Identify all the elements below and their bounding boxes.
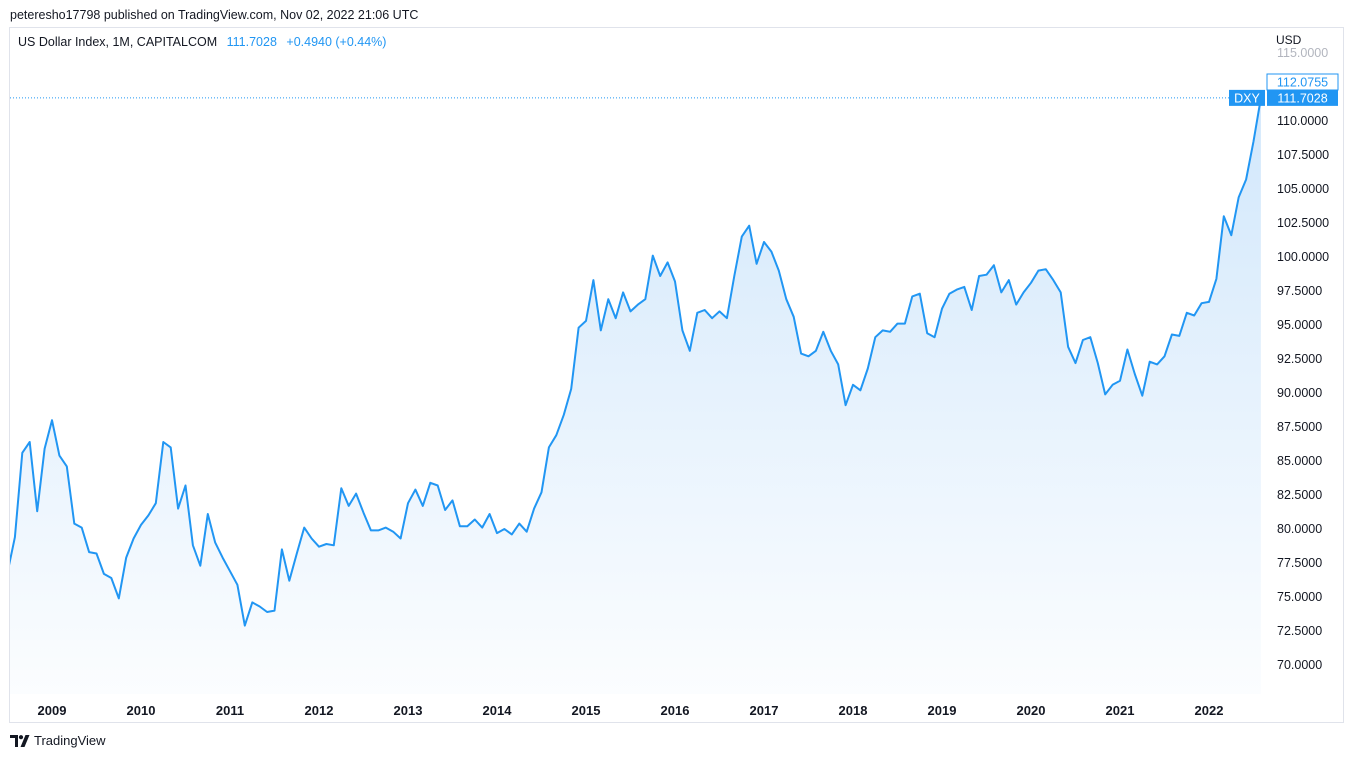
- y-tick-label: 72.5000: [1277, 624, 1322, 638]
- chart-legend: US Dollar Index, 1M, CAPITALCOM 111.7028…: [18, 35, 386, 49]
- symbol-tag: [1229, 89, 1265, 106]
- y-tick-label: 77.5000: [1277, 556, 1322, 570]
- x-tick-label: 2018: [839, 703, 868, 718]
- x-tick-label: 2022: [1195, 703, 1224, 718]
- x-tick-label: 2013: [394, 703, 423, 718]
- x-tick-label: 2016: [661, 703, 690, 718]
- y-tick-label: 85.0000: [1277, 454, 1322, 468]
- y-tick-label: 70.0000: [1277, 658, 1322, 672]
- last-price-tag: [1267, 89, 1338, 106]
- y-tick-label: 75.0000: [1277, 590, 1322, 604]
- chart-frame[interactable]: [9, 27, 1344, 723]
- series-line: [10, 97, 1262, 627]
- legend-last-value: 111.7028: [226, 35, 277, 49]
- last-price-tag-text: 111.7028: [1277, 91, 1327, 105]
- y-tick-label: 90.0000: [1277, 386, 1322, 400]
- y-tick-label: 107.5000: [1277, 148, 1329, 162]
- symbol-tag-text: DXY: [1234, 91, 1260, 105]
- y-tick-label: 102.5000: [1277, 216, 1329, 230]
- y-tick-label: 87.5000: [1277, 420, 1322, 434]
- y-tick-label: 110.0000: [1277, 114, 1328, 128]
- legend-change: +0.4940 (+0.44%): [286, 35, 387, 49]
- footer-brand[interactable]: TradingView: [34, 733, 106, 748]
- x-tick-label: 2015: [572, 703, 601, 718]
- y-tick-label: 82.5000: [1277, 488, 1322, 502]
- x-tick-label: 2021: [1106, 703, 1135, 718]
- x-tick-label: 2010: [127, 703, 156, 718]
- y-tick-label: 105.0000: [1277, 182, 1329, 196]
- area-fill: [10, 97, 1261, 694]
- y-tick-label: 95.0000: [1277, 318, 1322, 332]
- x-tick-label: 2014: [483, 703, 513, 718]
- x-tick-label: 2020: [1017, 703, 1046, 718]
- y-tick-label: 80.0000: [1277, 522, 1322, 536]
- x-tick-label: 2012: [305, 703, 334, 718]
- y-tick-label: 92.5000: [1277, 352, 1322, 366]
- y-tick-label: 100.0000: [1277, 250, 1329, 264]
- currency-label: USD: [1276, 33, 1302, 47]
- x-tick-label: 2009: [38, 703, 67, 718]
- high-price-tag-text: 112.0755: [1277, 76, 1328, 90]
- x-tick-label: 2019: [928, 703, 957, 718]
- x-tick-label: 2017: [750, 703, 779, 718]
- footer: TradingView: [10, 733, 106, 748]
- legend-symbol[interactable]: US Dollar Index, 1M, CAPITALCOM: [18, 35, 218, 49]
- published-by-line: peteresho17798 published on TradingView.…: [10, 8, 419, 22]
- x-tick-label: 2011: [216, 703, 244, 718]
- y-tick-label: 97.5000: [1277, 284, 1322, 298]
- tradingview-logo-icon[interactable]: [10, 734, 30, 748]
- y-tick-label-top: 115.0000: [1277, 46, 1328, 60]
